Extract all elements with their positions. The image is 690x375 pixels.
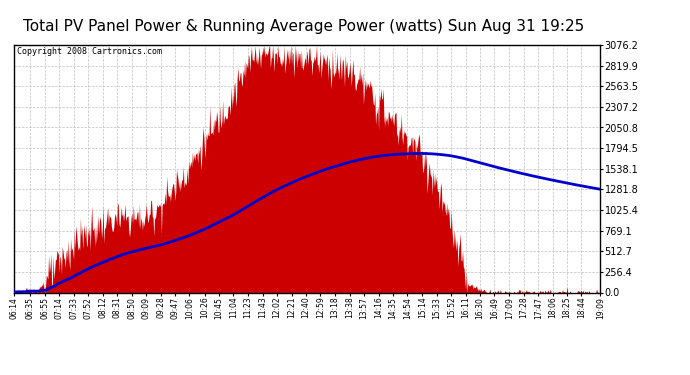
Text: Total PV Panel Power & Running Average Power (watts) Sun Aug 31 19:25: Total PV Panel Power & Running Average P… — [23, 19, 584, 34]
Text: Copyright 2008 Cartronics.com: Copyright 2008 Cartronics.com — [17, 48, 161, 57]
